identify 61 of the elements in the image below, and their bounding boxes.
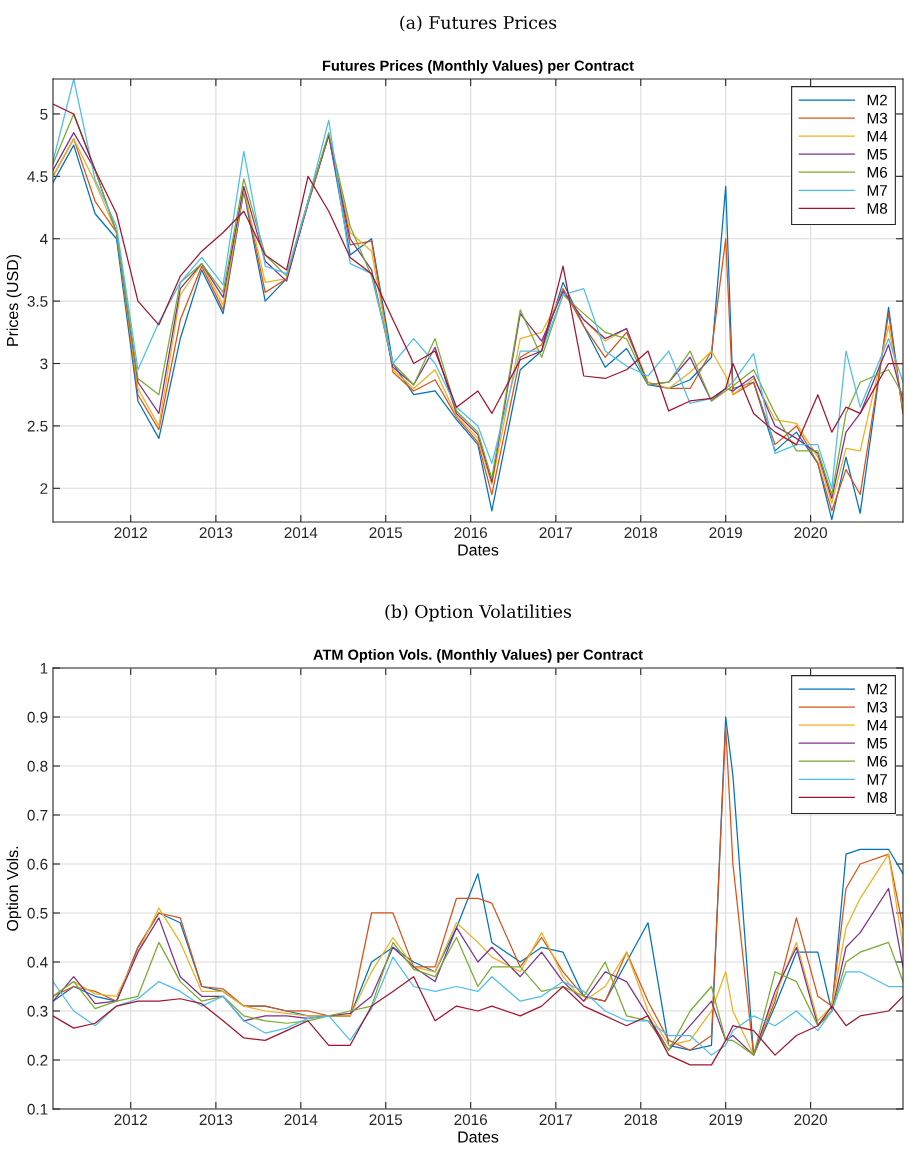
x-tick-label: 2014 (284, 1114, 318, 1126)
x-tick-label: 2018 (624, 1114, 658, 1126)
y-tick-label: 3 (40, 358, 48, 370)
y-axis-title: Prices (USD) (6, 254, 22, 346)
x-tick-label: 2019 (709, 527, 742, 539)
y-tick-label: 0.9 (27, 711, 48, 723)
x-tick-label: 2015 (369, 1114, 403, 1126)
y-tick-label: 0.4 (27, 956, 48, 968)
legend-label: M3 (867, 112, 888, 124)
legend-label: M8 (867, 792, 888, 803)
legend-label: M7 (867, 774, 887, 785)
legend-label: M5 (867, 738, 888, 749)
y-tick-label: 0.1 (27, 1103, 48, 1115)
x-tick-label: 2016 (454, 1114, 487, 1126)
line-series (53, 976, 903, 1066)
y-tick-label: 0.6 (27, 858, 48, 870)
legend-label: M6 (867, 166, 888, 178)
x-tick-label: 2017 (539, 1114, 573, 1126)
y-tick-label: 0.7 (27, 809, 48, 821)
legend-label: M2 (867, 94, 887, 106)
y-tick-label: 2 (40, 483, 48, 494)
x-tick-label: 2018 (624, 527, 658, 539)
y-tick-label: 0.2 (27, 1054, 48, 1066)
y-tick-label: 3.5 (27, 295, 48, 307)
chart-subtitle: (a) Futures Prices (400, 15, 557, 32)
legend-label: M4 (867, 130, 888, 142)
line-series (53, 956, 903, 1056)
y-tick-label: 0.3 (27, 1005, 48, 1017)
chart-title: Futures Prices (Monthly Values) per Contract (322, 60, 634, 74)
y-tick-label: 0.8 (27, 760, 48, 772)
x-axis-title: Dates (458, 1131, 499, 1143)
y-tick-label: 1 (40, 663, 48, 674)
legend-label: M6 (867, 755, 888, 767)
legend-label: M5 (867, 149, 888, 160)
legend-label: M2 (867, 683, 887, 695)
legend-label: M4 (867, 719, 888, 731)
line-series (53, 936, 903, 1056)
x-tick-label: 2020 (794, 527, 828, 539)
x-tick-label: 2012 (114, 527, 147, 539)
x-tick-label: 2013 (199, 1114, 233, 1126)
x-tick-label: 2020 (794, 1114, 828, 1126)
x-tick-label: 2016 (454, 527, 487, 539)
y-axis-title: Option Vols. (6, 846, 22, 931)
legend-label: M7 (867, 185, 887, 196)
x-tick-label: 2015 (369, 527, 403, 539)
x-tick-label: 2012 (114, 1114, 147, 1126)
x-tick-label: 2014 (284, 527, 318, 539)
x-axis-title: Dates (458, 544, 499, 556)
y-tick-label: 4.5 (27, 171, 48, 183)
y-tick-label: 0.5 (27, 907, 48, 919)
line-series (53, 887, 903, 1056)
y-tick-label: 5 (40, 108, 48, 120)
chart-title: ATM Option Vols. (Monthly Values) per Contract (313, 649, 643, 663)
legend-label: M8 (867, 203, 888, 214)
legend-label: M3 (867, 701, 888, 713)
y-tick-label: 2.5 (27, 420, 48, 432)
x-tick-label: 2013 (199, 527, 233, 539)
x-tick-label: 2019 (709, 1114, 742, 1126)
chart-subtitle: (b) Option Volatilities (385, 604, 572, 622)
y-tick-label: 4 (39, 233, 48, 245)
x-tick-label: 2017 (539, 527, 573, 539)
